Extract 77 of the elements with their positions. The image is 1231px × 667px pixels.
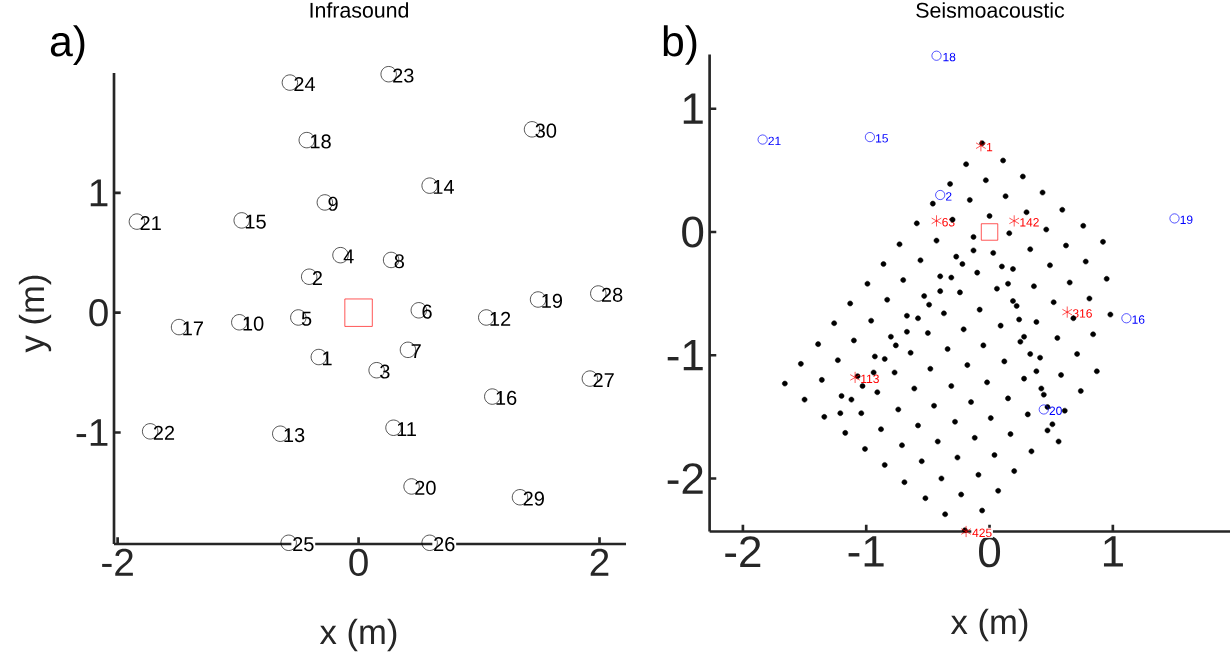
- annotation: 4: [343, 249, 354, 264]
- annotation: 15: [876, 134, 888, 143]
- annotation: 142: [1020, 218, 1039, 227]
- annotation: 9: [328, 196, 338, 211]
- annotation: 17: [183, 321, 203, 336]
- annotation: 23: [393, 68, 414, 83]
- point: [960, 525, 972, 538]
- y-axis-title: y (m): [18, 275, 52, 353]
- annotation: 30: [535, 123, 557, 138]
- x-tick-label: 0: [349, 548, 368, 577]
- annotation: 24: [294, 76, 316, 91]
- annotation: 14: [433, 180, 454, 194]
- annotation: 16: [1132, 315, 1145, 324]
- point: [1062, 306, 1073, 319]
- annotation: 6: [422, 304, 432, 319]
- annotation: 2: [946, 192, 952, 201]
- annotation: 27: [593, 372, 614, 387]
- y-tick-label: 0: [682, 216, 704, 248]
- annotation: 12: [490, 311, 511, 326]
- annotation: 29: [523, 491, 544, 506]
- annotation: 21: [140, 215, 161, 230]
- annotation: 18: [310, 134, 331, 149]
- annotation: 10: [243, 316, 264, 331]
- annotation: 7: [411, 344, 421, 359]
- annotation: 3: [380, 364, 390, 379]
- x-tick-label: 2: [590, 548, 609, 576]
- x-tick-label: -1: [848, 536, 884, 567]
- annotation: 13: [284, 427, 305, 443]
- annotation: 1: [323, 351, 332, 366]
- annotation: 113: [861, 374, 879, 384]
- annotation: 20: [1049, 406, 1062, 416]
- point: [1121, 313, 1132, 324]
- point: [849, 371, 861, 384]
- point: [980, 223, 999, 241]
- x-axis-title: x (m): [319, 618, 397, 652]
- chart-title: Infrasound: [310, 2, 409, 18]
- point: [931, 214, 942, 227]
- annotation: 11: [397, 422, 416, 436]
- point: [931, 50, 942, 61]
- annotation: 15: [245, 214, 266, 229]
- annotation: 19: [542, 293, 563, 308]
- point: [1038, 404, 1049, 415]
- annotation: 8: [394, 254, 405, 269]
- annotation: 316: [1072, 309, 1092, 318]
- x-tick-label: -2: [725, 536, 761, 567]
- annotation: 19: [1180, 215, 1193, 225]
- annotation: 425: [972, 528, 992, 538]
- annotation: 21: [768, 136, 781, 146]
- text: b): [663, 25, 697, 65]
- annotation: 1: [987, 142, 993, 152]
- y-tick-label: -1: [667, 340, 703, 371]
- annotation: 22: [153, 425, 175, 440]
- point: [344, 298, 373, 327]
- y-tick-label: -2: [667, 463, 703, 494]
- annotation: 16: [496, 390, 517, 405]
- chart-title: Seismoacoustic: [916, 2, 1065, 18]
- y-tick-label: 1: [90, 179, 108, 207]
- point: [1169, 213, 1180, 224]
- text: a): [50, 25, 85, 65]
- annotation: 5: [301, 311, 312, 326]
- x-tick-label: 0: [979, 536, 1001, 568]
- point: [975, 139, 987, 152]
- point: [864, 132, 875, 143]
- annotation: 2: [312, 271, 322, 286]
- annotation: 28: [601, 287, 623, 302]
- point: [1009, 214, 1020, 227]
- y-tick-label: 0: [89, 299, 108, 327]
- x-axis-title: x (m): [950, 608, 1028, 642]
- y-tick-label: 1: [683, 93, 703, 124]
- y-tick-label: -1: [76, 419, 108, 446]
- point: [935, 190, 946, 200]
- annotation: 18: [943, 52, 956, 62]
- annotation: 25: [293, 537, 314, 552]
- annotation: 26: [434, 537, 455, 552]
- x-tick-label: 1: [1103, 536, 1123, 567]
- annotation: 20: [415, 480, 436, 495]
- point: [757, 134, 768, 145]
